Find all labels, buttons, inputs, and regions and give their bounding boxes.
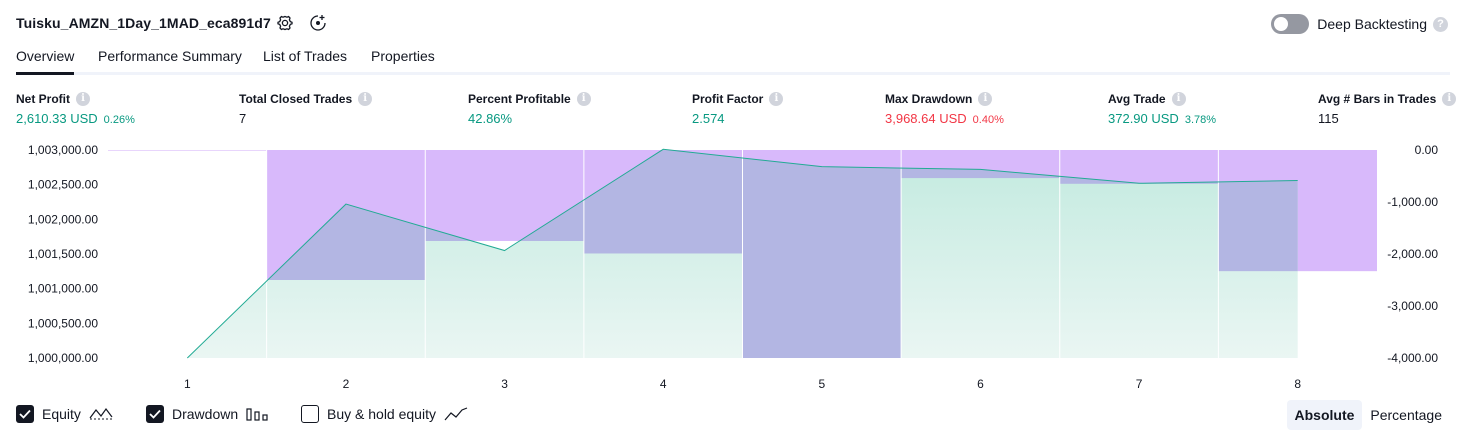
metric-max-drawdown: Max Drawdown 3,968.64 USD 0.40% (885, 92, 1004, 126)
buy-hold-line-icon (444, 407, 468, 421)
deep-backtesting-toggle[interactable] (1271, 14, 1310, 34)
equity-drawdown-chart[interactable]: 1,003,000.00 1,002,500.00 1,002,000.00 1,00… (0, 140, 1466, 396)
buy-hold-checkbox[interactable] (301, 405, 319, 423)
metric-total-closed-trades: Total Closed Trades 7 (239, 92, 373, 126)
tab-list-of-trades[interactable]: List of Trades (263, 48, 348, 64)
legend-buy-hold-equity[interactable]: Buy & hold equity (301, 403, 468, 425)
tab-overview[interactable]: Overview (16, 48, 75, 75)
view-mode-switch: Absolute Percentage (1286, 400, 1451, 430)
metric-percent-profitable: Percent Profitable 42.86% (468, 92, 591, 126)
deep-backtesting-label: Deep Backtesting (1317, 16, 1427, 32)
info-icon[interactable] (978, 92, 993, 106)
x-axis: 1 2 3 4 5 6 7 8 (184, 377, 1301, 391)
x-axis-tick: 3 (501, 377, 508, 391)
drawdown-checkbox[interactable] (146, 405, 164, 423)
left-axis-tick: 1,002,500.00 (28, 178, 98, 192)
left-axis-tick: 1,002,000.00 (28, 212, 98, 226)
metric-value: 2,610.33 USD (16, 111, 98, 126)
right-axis-tick: -1,000.00 (1387, 195, 1438, 209)
left-axis-tick: 1,001,500.00 (28, 247, 98, 261)
metric-value: 372.90 USD (1108, 111, 1179, 126)
metric-value: 2.574 (692, 111, 725, 126)
x-axis-tick: 5 (818, 377, 825, 391)
info-icon[interactable] (1171, 92, 1186, 106)
metric-label: Total Closed Trades (239, 92, 353, 106)
equity-line-icon (89, 407, 113, 420)
left-axis-tick: 1,003,000.00 (28, 143, 98, 157)
left-axis-tick: 1,001,000.00 (28, 282, 98, 296)
deep-backtesting-control: Deep Backtesting ? (1271, 13, 1448, 35)
x-axis-tick: 8 (1294, 377, 1301, 391)
metric-avg-bars-in-trades: Avg # Bars in Trades 115 (1318, 92, 1457, 126)
legend-drawdown[interactable]: Drawdown (146, 403, 268, 425)
metric-value: 3,968.64 USD (885, 111, 967, 126)
percentage-button[interactable]: Percentage (1370, 407, 1442, 423)
left-axis-tick: 1,000,500.00 (28, 316, 98, 330)
metric-label: Percent Profitable (468, 92, 571, 106)
x-axis-tick: 7 (1136, 377, 1143, 391)
x-axis-tick: 4 (660, 377, 667, 391)
drawdown-bar (108, 150, 267, 151)
tab-performance-summary[interactable]: Performance Summary (98, 48, 242, 64)
bar-separators (266, 150, 1219, 358)
info-icon[interactable] (1442, 92, 1457, 106)
legend-label: Equity (42, 406, 81, 422)
metric-net-profit: Net Profit 2,610.33 USD 0.26% (16, 92, 135, 126)
checkmark-icon (19, 409, 31, 419)
settings-icon[interactable] (275, 13, 295, 33)
right-axis: 0.00 -1,000.00 -2,000.00 -3,000.00 -4,000.00 (1387, 143, 1438, 365)
left-axis: 1,003,000.00 1,002,500.00 1,002,000.00 1,00… (28, 143, 98, 365)
legend-label: Buy & hold equity (327, 406, 436, 422)
info-icon[interactable] (358, 92, 373, 106)
right-axis-tick: -4,000.00 (1387, 351, 1438, 365)
metric-label: Avg Trade (1108, 92, 1166, 106)
metric-value: 42.86% (468, 111, 513, 126)
metric-label: Avg # Bars in Trades (1318, 92, 1437, 106)
metric-value: 7 (239, 111, 247, 126)
report-tabs: Overview Performance Summary List of Tra… (16, 45, 1450, 75)
strategy-title: Tuisku_AMZN_1Day_1MAD_eca891d7 (16, 15, 271, 31)
metric-label: Net Profit (16, 92, 70, 106)
metric-value: 115 (1318, 111, 1339, 126)
metric-label: Profit Factor (692, 92, 764, 106)
x-axis-tick: 1 (184, 377, 191, 391)
metric-percent: 0.26% (103, 114, 135, 126)
drawdown-bars-icon (246, 408, 268, 421)
strategy-header: Tuisku_AMZN_1Day_1MAD_eca891d7 Deep Back… (0, 0, 1466, 46)
absolute-button[interactable]: Absolute (1286, 400, 1363, 430)
checkmark-icon (149, 409, 161, 419)
info-icon[interactable] (76, 92, 90, 106)
toggle-knob (1274, 17, 1289, 31)
legend-label: Drawdown (172, 406, 239, 422)
info-icon[interactable] (576, 92, 591, 106)
x-axis-tick: 2 (343, 377, 350, 391)
equity-line (186, 148, 1298, 359)
left-axis-tick: 1,000,000.00 (28, 351, 98, 365)
chart-legend: Equity Drawdown Buy & hold equity (16, 403, 536, 425)
tab-properties[interactable]: Properties (371, 48, 435, 64)
metric-avg-trade: Avg Trade 372.90 USD 3.78% (1108, 92, 1216, 126)
x-axis-tick: 6 (977, 377, 984, 391)
equity-checkbox[interactable] (16, 405, 34, 423)
info-icon[interactable] (769, 92, 784, 106)
metrics-row: Net Profit 2,610.33 USD 0.26% Total Close… (0, 92, 1466, 132)
right-axis-tick: -2,000.00 (1387, 247, 1438, 261)
metric-label: Max Drawdown (885, 92, 973, 106)
help-icon[interactable]: ? (1433, 16, 1448, 32)
metric-percent: 0.40% (972, 114, 1004, 126)
right-axis-tick: -3,000.00 (1387, 299, 1438, 313)
drawdown-bar-overlap (742, 150, 902, 358)
replay-target-icon[interactable] (308, 13, 328, 33)
metric-profit-factor: Profit Factor 2.574 (692, 92, 784, 126)
metric-percent: 3.78% (1184, 114, 1217, 126)
legend-equity[interactable]: Equity (16, 403, 113, 425)
right-axis-tick: 0.00 (1415, 143, 1439, 157)
